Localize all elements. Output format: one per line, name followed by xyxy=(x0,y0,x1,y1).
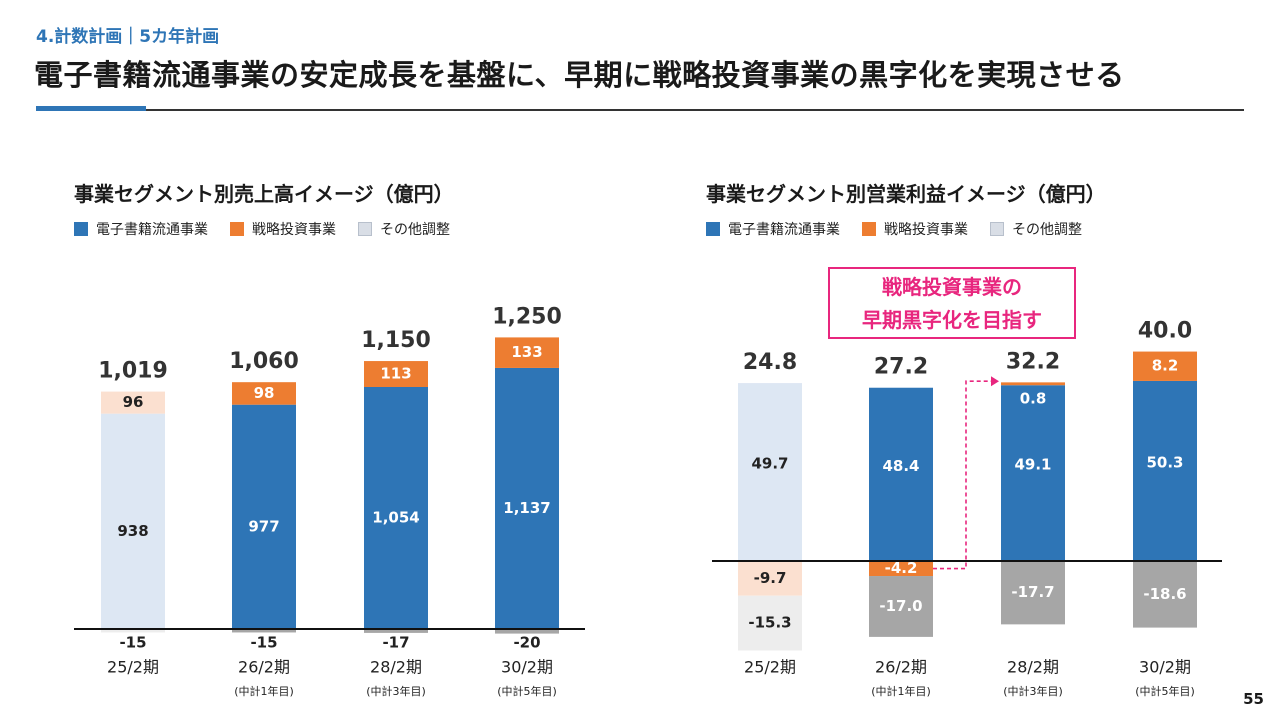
bar-segment-other xyxy=(869,576,933,637)
category-label: 25/2期 xyxy=(107,658,159,677)
data-label-strategic: 0.8 xyxy=(1020,390,1047,408)
data-label-other: -17 xyxy=(382,634,409,652)
bar-segment-strategic xyxy=(495,337,559,368)
bar-segment-other xyxy=(1001,561,1065,625)
sales-chart-legend: 電子書籍流通事業 戦略投資事業 その他調整 xyxy=(74,219,472,239)
bar-segment-strategic xyxy=(869,561,933,577)
data-label-ebook: 50.3 xyxy=(1146,453,1183,471)
data-label-ebook: 938 xyxy=(117,522,148,540)
data-label-strategic: 8.2 xyxy=(1152,357,1179,375)
bar-segment-strategic xyxy=(738,561,802,596)
bar-segment-ebook xyxy=(1133,380,1197,561)
legend-swatch-gray xyxy=(990,222,1004,236)
category-sublabel: (中計1年目) xyxy=(871,684,931,698)
bar-segment-strategic xyxy=(101,391,165,414)
total-label: 27.2 xyxy=(874,355,928,380)
data-label-other: -18.6 xyxy=(1143,585,1186,603)
data-label-other: -15.3 xyxy=(748,614,791,632)
legend-swatch-blue xyxy=(706,222,720,236)
category-label: 28/2期 xyxy=(1007,658,1059,677)
profit-chart-legend: 電子書籍流通事業 戦略投資事業 その他調整 xyxy=(706,219,1104,239)
bar-segment-strategic xyxy=(232,382,296,405)
legend-swatch-blue xyxy=(74,222,88,236)
bar-segment-other xyxy=(738,595,802,651)
bar-segment-other xyxy=(232,629,296,633)
bar-segment-ebook xyxy=(101,413,165,629)
category-label: 26/2期 xyxy=(875,658,927,677)
bar-segment-other xyxy=(1133,561,1197,628)
data-label-strategic: 113 xyxy=(380,365,411,383)
bar-segment-ebook xyxy=(495,367,559,629)
page-number: 55 xyxy=(1243,690,1264,708)
data-label-other: -15 xyxy=(250,634,277,652)
data-label-strategic: 98 xyxy=(254,384,275,402)
callout-line-1: 戦略投資事業の xyxy=(882,275,1022,299)
legend-item-strategic: 戦略投資事業 xyxy=(862,219,968,239)
data-label-strategic: -4.2 xyxy=(885,559,918,577)
data-label-ebook: 1,054 xyxy=(372,509,419,527)
bar-segment-strategic xyxy=(364,361,428,388)
bar-segment-ebook xyxy=(738,383,802,561)
category-sublabel: (中計3年目) xyxy=(366,684,426,698)
bar-segment-strategic xyxy=(1001,382,1065,386)
total-label: 1,019 xyxy=(98,359,168,384)
callout-line-2: 早期黒字化を目指す xyxy=(862,308,1042,332)
bar-segment-ebook xyxy=(869,387,933,561)
total-label: 40.0 xyxy=(1138,319,1192,344)
bar-segment-other xyxy=(364,629,428,633)
callout-arrow-line xyxy=(933,380,997,570)
legend-item-strategic: 戦略投資事業 xyxy=(230,219,336,239)
legend-item-ebook: 電子書籍流通事業 xyxy=(706,219,840,239)
bar-segment-ebook xyxy=(1001,385,1065,561)
data-label-ebook: 49.7 xyxy=(751,455,788,473)
total-label: 24.8 xyxy=(743,350,797,375)
legend-swatch-orange xyxy=(230,222,244,236)
section-label: 4.計数計画｜5カ年計画 xyxy=(36,27,220,47)
data-label-other: -17.7 xyxy=(1011,583,1054,601)
total-label: 1,150 xyxy=(361,328,431,353)
data-label-ebook: 977 xyxy=(248,517,279,535)
title-accent-rule xyxy=(36,106,146,111)
legend-item-other: その他調整 xyxy=(990,219,1082,239)
category-sublabel: (中計5年目) xyxy=(1135,684,1195,698)
sales-chart-title: 事業セグメント別売上高イメージ（億円） xyxy=(74,182,454,206)
bar-segment-other xyxy=(101,629,165,633)
category-label: 26/2期 xyxy=(238,658,290,677)
data-label-ebook: 48.4 xyxy=(882,457,919,475)
category-label: 25/2期 xyxy=(744,658,796,677)
total-label: 1,060 xyxy=(229,349,299,374)
page-title: 電子書籍流通事業の安定成長を基盤に、早期に戦略投資事業の黒字化を実現させる xyxy=(34,58,1125,92)
category-label: 28/2期 xyxy=(370,658,422,677)
category-label: 30/2期 xyxy=(1139,658,1191,677)
data-label-other: -15 xyxy=(119,634,146,652)
data-label-ebook: 1,137 xyxy=(503,499,550,517)
legend-item-ebook: 電子書籍流通事業 xyxy=(74,219,208,239)
bar-segment-ebook xyxy=(232,404,296,629)
category-sublabel: (中計1年目) xyxy=(234,684,294,698)
category-sublabel: (中計3年目) xyxy=(1003,684,1063,698)
data-label-other: -20 xyxy=(513,634,540,652)
title-divider xyxy=(146,109,1244,111)
bar-segment-ebook xyxy=(364,387,428,629)
legend-item-other: その他調整 xyxy=(358,219,450,239)
callout-box: 戦略投資事業の 早期黒字化を目指す xyxy=(828,267,1076,339)
bar-segment-strategic xyxy=(1133,351,1197,381)
legend-swatch-gray xyxy=(358,222,372,236)
data-label-strategic: 96 xyxy=(123,393,144,411)
category-label: 30/2期 xyxy=(501,658,553,677)
data-label-strategic: 133 xyxy=(511,343,542,361)
legend-swatch-orange xyxy=(862,222,876,236)
total-label: 1,250 xyxy=(492,304,562,329)
callout-arrow-head xyxy=(991,376,999,387)
category-sublabel: (中計5年目) xyxy=(497,684,557,698)
data-label-strategic: -9.7 xyxy=(754,569,787,587)
profit-chart-title: 事業セグメント別営業利益イメージ（億円） xyxy=(706,182,1106,206)
bar-segment-other xyxy=(495,629,559,634)
data-label-other: -17.0 xyxy=(879,597,922,615)
data-label-ebook: 49.1 xyxy=(1014,456,1051,474)
total-label: 32.2 xyxy=(1006,349,1060,374)
